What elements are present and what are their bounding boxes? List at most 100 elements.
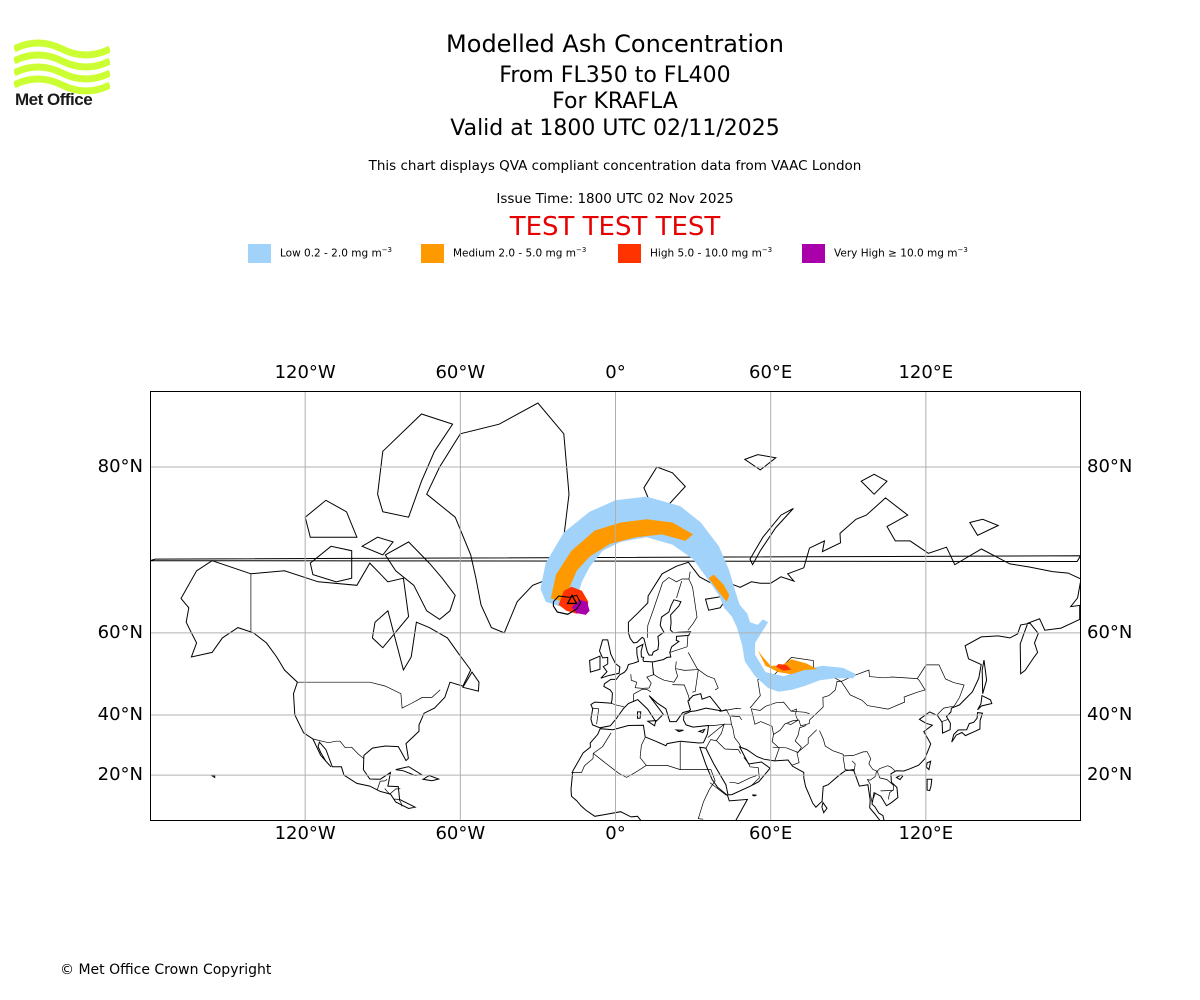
coastline: [421, 774, 441, 782]
lon-tick-bottom: 120°E: [898, 823, 954, 844]
lon-tick-top: 60°E: [749, 362, 793, 383]
lon-tick-top: 120°W: [274, 362, 336, 383]
qva-note: This chart displays QVA compliant concen…: [368, 158, 862, 174]
country-border: [705, 723, 725, 749]
coastline: [926, 778, 933, 792]
lat-tick-left: 20°N: [97, 764, 143, 786]
ash-map: [150, 391, 1081, 821]
country-border: [841, 678, 926, 710]
country-border: [750, 708, 780, 761]
coastline: [697, 728, 706, 734]
lat-tick-right: 80°N: [1087, 456, 1133, 477]
map-frame: [150, 391, 1081, 821]
country-border: [791, 729, 817, 766]
volcano-icon: [566, 594, 578, 605]
coastline: [743, 454, 777, 471]
lon-tick-bottom: 120°W: [274, 823, 336, 844]
lat-tick-left: 40°N: [97, 703, 143, 725]
ash-medium: [550, 519, 694, 602]
lon-tick-top: 0°: [605, 362, 626, 383]
country-border: [936, 706, 954, 716]
country-border: [716, 740, 742, 754]
ash-medium: [757, 650, 818, 675]
coastline: [180, 560, 472, 810]
country-border: [866, 751, 896, 772]
country-border: [297, 681, 441, 709]
legend-label-medium: Medium 2.0 - 5.0 mg m−3: [453, 246, 587, 260]
coastline: [462, 671, 480, 692]
country-border: [773, 719, 810, 735]
legend-swatch-very-high: [802, 244, 825, 263]
coastline: [598, 639, 621, 679]
coastline: [969, 518, 1000, 536]
volcano-name: For KRAFLA: [552, 89, 678, 114]
lon-tick-top: 120°E: [898, 362, 954, 383]
legend-label-very-high: Very High ≥ 10.0 mg m−3: [834, 246, 968, 260]
coastline: [749, 507, 794, 566]
coastline: [977, 694, 993, 711]
country-borders: [250, 571, 965, 820]
country-border: [312, 738, 365, 759]
volcano-marker: [566, 594, 578, 605]
country-border: [729, 774, 758, 784]
coastline: [309, 545, 353, 583]
coastline: [395, 766, 423, 777]
country-border: [592, 707, 600, 725]
logo-wave: [14, 75, 110, 95]
ash-high: [775, 664, 792, 671]
issue-time: Issue Time: 1800 UTC 02 Nov 2025: [496, 191, 734, 207]
coastline: [150, 555, 1081, 563]
lat-tick-right: 60°N: [1087, 621, 1133, 643]
country-border: [866, 770, 878, 804]
country-border: [672, 684, 691, 702]
country-border: [680, 769, 716, 820]
coastline: [384, 541, 456, 621]
lon-tick-bottom: 60°E: [749, 823, 793, 844]
country-border: [692, 668, 719, 693]
coastline: [304, 499, 358, 538]
legend-swatch-low: [248, 244, 271, 263]
ash-low: [540, 496, 856, 692]
lat-tick-right: 20°N: [1087, 764, 1133, 786]
legend-label-high: High 5.0 - 10.0 mg m−3: [650, 246, 773, 260]
chart-title: Modelled Ash Concentration: [446, 30, 784, 58]
logo-wave: [14, 63, 110, 83]
coastline: [646, 720, 657, 727]
country-border: [876, 771, 894, 800]
lon-tick-bottom: 60°W: [435, 823, 486, 844]
country-border: [384, 788, 401, 795]
coastline: [360, 536, 394, 556]
country-border: [676, 652, 699, 671]
ash-medium: [708, 574, 730, 602]
met-office-logo: [14, 39, 110, 95]
coastline: [981, 660, 988, 694]
country-border: [646, 742, 681, 771]
country-border: [687, 571, 698, 631]
lat-tick-left: 60°N: [97, 621, 143, 643]
valid-time: Valid at 1800 UTC 02/11/2025: [450, 116, 780, 141]
country-border: [787, 708, 799, 725]
ash-plume: [540, 496, 856, 692]
coastline: [951, 712, 984, 743]
coastline: [860, 473, 888, 495]
legend-swatch-high: [618, 244, 641, 263]
coastline: [821, 801, 828, 814]
country-border: [571, 753, 594, 773]
lat-tick-left: 80°N: [97, 456, 143, 477]
copyright: © Met Office Crown Copyright: [60, 962, 272, 978]
logo-text: Met Office: [15, 90, 93, 109]
coastline: [925, 760, 932, 771]
country-border: [731, 715, 742, 721]
coastline: [570, 497, 1081, 821]
country-border: [376, 779, 388, 791]
country-border: [819, 730, 868, 757]
lat-tick-right: 40°N: [1087, 703, 1133, 725]
country-border: [676, 580, 683, 599]
country-border: [646, 577, 690, 638]
country-border: [772, 725, 807, 753]
graticule: [150, 391, 1081, 821]
country-border: [610, 702, 624, 708]
test-banner: TEST TEST TEST: [509, 212, 721, 242]
logo-wave: [14, 39, 110, 59]
country-border: [630, 661, 655, 689]
